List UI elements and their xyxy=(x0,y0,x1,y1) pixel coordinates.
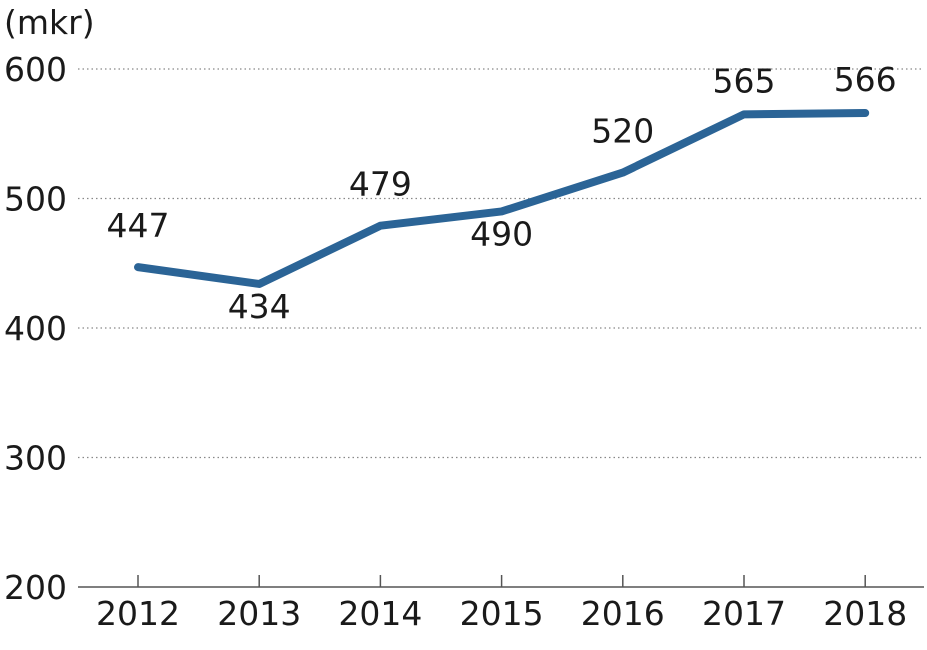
x-tick-label-2015: 2015 xyxy=(460,594,544,633)
x-tick-label-2018: 2018 xyxy=(823,594,907,633)
data-label-2016: 520 xyxy=(591,112,654,151)
data-label-2013: 434 xyxy=(228,287,291,326)
y-tick-label-400: 400 xyxy=(4,309,67,348)
gridlines xyxy=(78,68,924,459)
x-tick-label-2017: 2017 xyxy=(702,594,786,633)
data-label-2017: 565 xyxy=(713,61,776,100)
data-label-2015: 490 xyxy=(470,214,533,253)
y-axis-tick-labels: 200 300 400 500 600 xyxy=(4,50,67,607)
series-line-0 xyxy=(134,109,870,288)
x-axis: 2012 2013 2014 2015 2016 2017 2018 xyxy=(78,575,924,633)
y-tick-label-600: 600 xyxy=(4,50,67,89)
x-tick-label-2016: 2016 xyxy=(581,594,665,633)
series-group xyxy=(134,109,870,288)
data-label-2018: 566 xyxy=(834,60,897,99)
x-tick-label-2013: 2013 xyxy=(217,594,301,633)
x-tick-label-2014: 2014 xyxy=(338,594,422,633)
y-axis-unit-label: (mkr) xyxy=(4,3,95,42)
data-label-2012: 447 xyxy=(107,206,170,245)
data-labels: 447 434 479 490 520 565 566 xyxy=(107,60,897,326)
data-label-2014: 479 xyxy=(349,165,412,204)
y-tick-label-500: 500 xyxy=(4,180,67,219)
y-tick-label-300: 300 xyxy=(4,439,67,478)
x-tick-label-2012: 2012 xyxy=(96,594,180,633)
y-tick-label-200: 200 xyxy=(4,568,67,607)
